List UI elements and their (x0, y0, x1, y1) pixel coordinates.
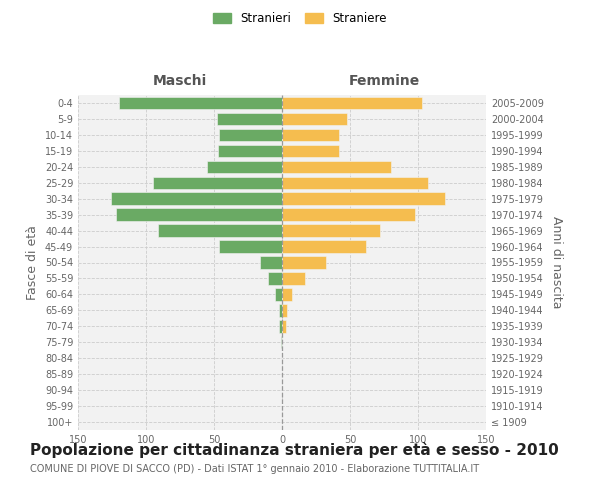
Bar (282, 208, 415, 221)
Y-axis label: Anni di nascita: Anni di nascita (550, 216, 563, 308)
Bar (217, 112, 282, 125)
Bar (218, 144, 282, 157)
Bar (116, 208, 282, 221)
Bar (260, 256, 282, 268)
Text: Popolazione per cittadinanza straniera per età e sesso - 2010: Popolazione per cittadinanza straniera p… (30, 442, 559, 458)
Bar (282, 304, 287, 316)
Text: Femmine: Femmine (349, 74, 419, 88)
Bar (153, 176, 282, 189)
Bar (282, 176, 428, 189)
Bar (282, 320, 286, 332)
Bar (282, 97, 422, 109)
Bar (282, 144, 339, 157)
Bar (268, 272, 282, 284)
Bar (279, 320, 282, 332)
Bar (220, 128, 282, 141)
Bar (220, 240, 282, 253)
Bar (282, 272, 305, 284)
Bar (282, 224, 380, 237)
Bar (282, 256, 326, 268)
Bar (207, 160, 282, 173)
Bar (282, 288, 292, 300)
Text: COMUNE DI PIOVE DI SACCO (PD) - Dati ISTAT 1° gennaio 2010 - Elaborazione TUTTIT: COMUNE DI PIOVE DI SACCO (PD) - Dati IST… (30, 464, 479, 474)
Bar (282, 128, 339, 141)
Text: Maschi: Maschi (153, 74, 207, 88)
Bar (282, 192, 445, 205)
Bar (281, 336, 282, 348)
Bar (282, 112, 347, 125)
Bar (282, 160, 391, 173)
Bar (275, 288, 282, 300)
Bar (279, 304, 282, 316)
Bar (282, 240, 367, 253)
Legend: Stranieri, Straniere: Stranieri, Straniere (209, 8, 391, 28)
Bar (119, 97, 282, 109)
Y-axis label: Fasce di età: Fasce di età (26, 225, 39, 300)
Bar (110, 192, 282, 205)
Bar (158, 224, 282, 237)
